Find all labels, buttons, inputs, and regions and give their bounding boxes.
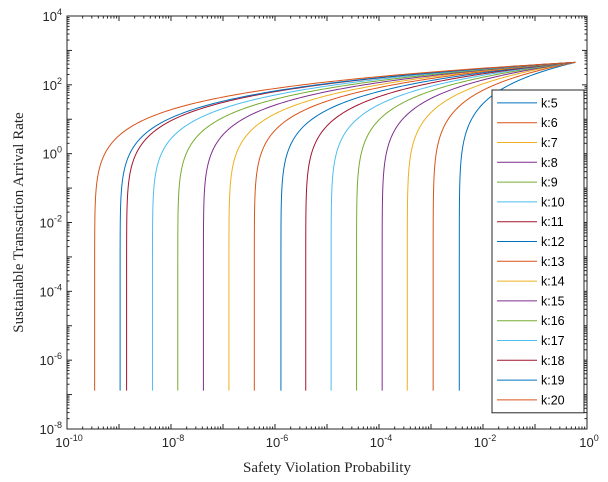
series-line-k-17 — [151, 61, 576, 391]
x-axis-label: Safety Violation Probability — [243, 460, 411, 476]
series-line-k-8 — [381, 61, 576, 391]
series-line-k-16 — [177, 61, 576, 391]
series-line-k-19 — [119, 61, 576, 391]
legend-label: k:11 — [541, 215, 564, 229]
legend-label: k:6 — [541, 116, 558, 130]
legend-label: k:12 — [541, 235, 565, 249]
series-lines — [94, 61, 576, 391]
legend-label: k:7 — [541, 136, 558, 150]
legend: k:5 k:6 k:7 k:8 k:9 k:10 k:11 k:12 k:13 k:14 k:15 k… — [491, 89, 585, 414]
legend-label: k:19 — [541, 374, 565, 388]
x-tick-label: 10-8 — [162, 433, 184, 450]
series-line-k-9 — [356, 61, 576, 391]
series-line-k-14 — [228, 61, 576, 391]
y-tick-label: 100 — [43, 145, 62, 162]
y-tick-label: 10-8 — [40, 420, 62, 437]
series-line-k-10 — [330, 61, 576, 391]
legend-label: k:16 — [541, 314, 565, 328]
legend-label: k:20 — [541, 393, 565, 407]
legend-label: k:10 — [541, 195, 565, 209]
x-tick-label: 100 — [579, 433, 598, 450]
legend-label: k:15 — [541, 294, 565, 308]
x-tick-label: 10-10 — [55, 433, 82, 450]
legend-label: k:14 — [541, 275, 565, 289]
x-tick-label: 10-4 — [370, 433, 392, 450]
legend-label: k:17 — [541, 334, 565, 348]
series-line-k-7 — [406, 61, 576, 391]
legend-label: k:5 — [541, 96, 558, 110]
y-tick-label: 102 — [43, 76, 62, 93]
series-line-k-20 — [94, 61, 576, 391]
series-line-k-11 — [305, 61, 576, 391]
y-tick-label: 104 — [43, 7, 62, 24]
x-tick-label: 10-2 — [474, 433, 496, 450]
legend-box — [491, 89, 585, 414]
y-tick-label: 10-6 — [40, 351, 62, 368]
axis-ticks — [66, 15, 588, 430]
series-line-k-6 — [432, 61, 576, 391]
legend-label: k:9 — [541, 176, 558, 190]
y-axis-label: Sustainable Transaction Arrival Rate — [11, 112, 27, 333]
legend-label: k:18 — [541, 354, 565, 368]
series-line-k-5 — [458, 61, 576, 391]
x-tick-labels: 10-10 10-8 10-6 10-4 10-2 100 — [55, 433, 598, 450]
series-line-k-12 — [280, 61, 576, 391]
series-line-k-13 — [253, 61, 576, 391]
y-tick-labels: 10-8 10-6 10-4 10-2 100 102 104 — [40, 7, 62, 437]
legend-label: k:13 — [541, 255, 565, 269]
x-tick-label: 10-6 — [266, 433, 288, 450]
legend-label: k:8 — [541, 156, 558, 170]
y-tick-label: 10-4 — [40, 282, 62, 299]
y-tick-label: 10-2 — [40, 214, 62, 231]
series-line-k-15 — [202, 61, 576, 391]
